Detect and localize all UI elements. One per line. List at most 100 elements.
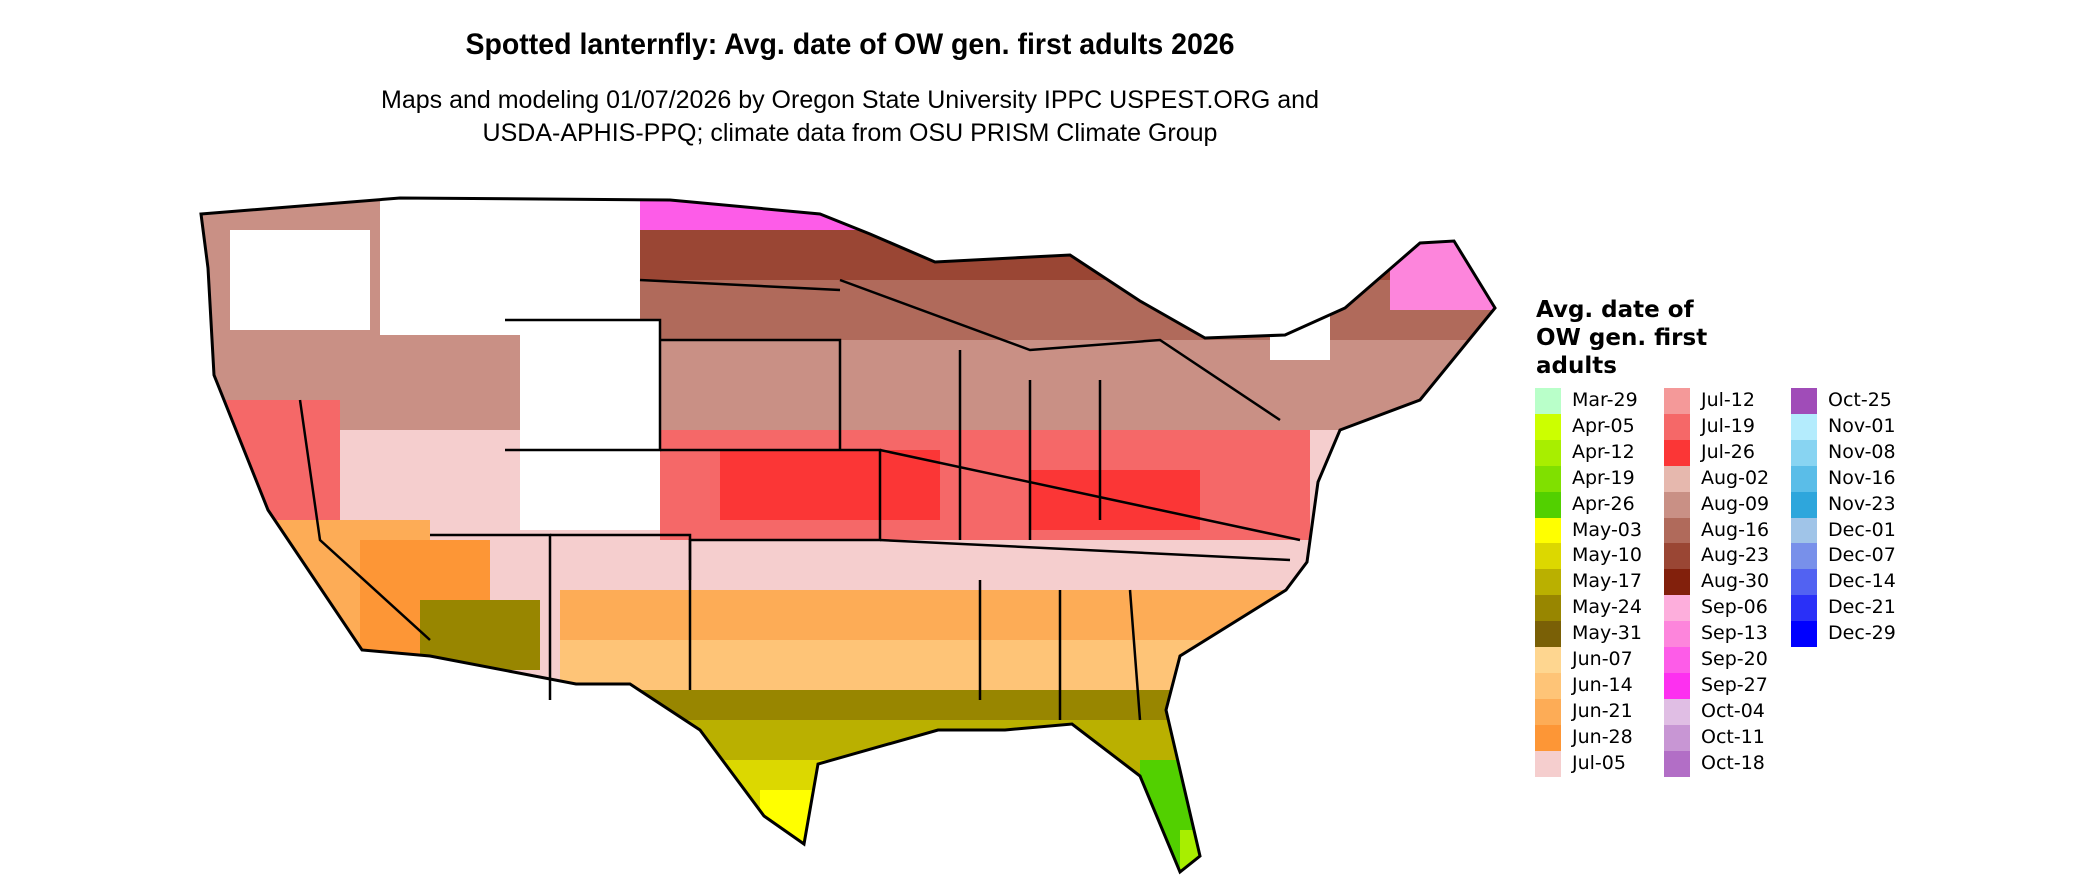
legend-label: Apr-12 bbox=[1572, 440, 1635, 463]
legend-swatch bbox=[1791, 465, 1817, 492]
legend-label: Sep-13 bbox=[1701, 622, 1768, 645]
legend-label: Aug-23 bbox=[1701, 544, 1770, 567]
legend-label: Nov-08 bbox=[1828, 440, 1896, 463]
legend-label: Mar-29 bbox=[1572, 389, 1638, 411]
legend-swatch bbox=[1664, 517, 1690, 544]
legend-swatch bbox=[1535, 595, 1561, 622]
legend-label: May-31 bbox=[1572, 622, 1642, 645]
legend-label: Dec-07 bbox=[1828, 544, 1896, 567]
legend-title: Avg. date of OW gen. first adults bbox=[1536, 296, 1707, 380]
legend-label: Oct-18 bbox=[1701, 751, 1765, 774]
zone-no-development bbox=[380, 198, 640, 335]
legend-swatch bbox=[1664, 439, 1690, 466]
state-borders bbox=[298, 278, 1301, 721]
legend-swatch bbox=[1535, 439, 1561, 466]
legend-swatch bbox=[1791, 621, 1817, 648]
zone-jul-05-band bbox=[680, 540, 1320, 590]
legend-label: Aug-30 bbox=[1701, 570, 1770, 593]
legend-label: Oct-25 bbox=[1828, 389, 1892, 411]
legend-swatch bbox=[1535, 750, 1561, 777]
legend-label: Dec-29 bbox=[1828, 622, 1896, 645]
legend-label: May-24 bbox=[1572, 596, 1642, 619]
zone-jun-21 bbox=[560, 590, 1320, 640]
legend-label: Oct-04 bbox=[1701, 699, 1765, 722]
legend-label: Jul-12 bbox=[1701, 389, 1755, 411]
legend-label: May-03 bbox=[1572, 518, 1642, 541]
legend-label: Jul-05 bbox=[1572, 751, 1626, 774]
legend-label: Dec-21 bbox=[1828, 596, 1896, 619]
zone-no-development-id bbox=[230, 230, 370, 330]
legend-title-line: adults bbox=[1536, 353, 1617, 379]
legend-swatch bbox=[1664, 595, 1690, 622]
legend-swatch bbox=[1791, 543, 1817, 570]
legend-swatch bbox=[1535, 491, 1561, 518]
legend-swatch bbox=[1664, 465, 1690, 492]
legend-label: Dec-14 bbox=[1828, 570, 1896, 593]
zone-az-south bbox=[420, 600, 540, 670]
legend-label: Dec-01 bbox=[1828, 518, 1896, 541]
zone-no-development-ny bbox=[1270, 300, 1330, 360]
legend-swatch bbox=[1791, 439, 1817, 466]
legend-swatch bbox=[1664, 672, 1690, 699]
legend-swatch bbox=[1535, 413, 1561, 440]
legend-label: Aug-16 bbox=[1701, 518, 1770, 541]
map-title: Spotted lanternfly: Avg. date of OW gen.… bbox=[465, 28, 1235, 61]
legend-label: Jun-14 bbox=[1572, 673, 1633, 696]
legend-label: Jun-07 bbox=[1572, 648, 1633, 670]
legend-swatch bbox=[1664, 491, 1690, 518]
legend-swatch bbox=[1535, 647, 1561, 673]
legend-label: Jul-19 bbox=[1701, 414, 1755, 437]
legend-swatch bbox=[1535, 543, 1561, 570]
legend-label: Jun-28 bbox=[1572, 725, 1633, 748]
legend-swatch bbox=[1664, 621, 1690, 648]
legend-swatch bbox=[1791, 491, 1817, 518]
legend-swatch bbox=[1535, 517, 1561, 544]
legend-label: Apr-19 bbox=[1572, 466, 1635, 489]
zone-aug-23 bbox=[620, 198, 1495, 280]
legend-swatch bbox=[1664, 750, 1690, 777]
legend-title-line: OW gen. first bbox=[1536, 325, 1708, 351]
legend-swatch bbox=[1535, 724, 1561, 751]
legend-label: Nov-23 bbox=[1828, 492, 1896, 515]
zone-sep-13-maine bbox=[1390, 240, 1495, 310]
legend-swatch bbox=[1535, 569, 1561, 596]
legend-swatch bbox=[1535, 465, 1561, 492]
legend-label: Nov-01 bbox=[1828, 414, 1896, 437]
legend-label: Jul-26 bbox=[1701, 440, 1755, 463]
legend-label: Apr-26 bbox=[1572, 492, 1635, 515]
legend-label: May-17 bbox=[1572, 570, 1642, 593]
legend-label: May-10 bbox=[1572, 544, 1642, 567]
legend-swatch bbox=[1791, 569, 1817, 596]
legend-label: Sep-06 bbox=[1701, 596, 1768, 619]
legend-label: Sep-20 bbox=[1701, 648, 1768, 670]
legend-swatch bbox=[1535, 698, 1561, 725]
legend-swatch bbox=[1664, 543, 1690, 570]
legend-swatch bbox=[1791, 413, 1817, 440]
legend-label: Aug-09 bbox=[1701, 492, 1770, 515]
legend-label: Aug-02 bbox=[1701, 466, 1770, 489]
legend-swatch bbox=[1791, 517, 1817, 544]
legend-label: Sep-27 bbox=[1701, 673, 1768, 696]
zone-sep-20 bbox=[640, 198, 1000, 230]
legend-swatch bbox=[1535, 672, 1561, 699]
legend-label: Oct-11 bbox=[1701, 725, 1765, 748]
subtitle-line-2: USDA-APHIS-PPQ; climate data from OSU PR… bbox=[482, 119, 1218, 147]
legend-label: Jun-21 bbox=[1572, 699, 1633, 722]
legend-swatch bbox=[1791, 595, 1817, 622]
zone-jul-26 bbox=[720, 450, 940, 520]
legend-swatch bbox=[1791, 388, 1817, 414]
zone-jun-14 bbox=[560, 640, 1260, 690]
legend-label: Apr-05 bbox=[1572, 414, 1635, 437]
legend-swatch bbox=[1664, 724, 1690, 751]
legend-swatch bbox=[1664, 413, 1690, 440]
legend-swatch bbox=[1664, 388, 1690, 414]
legend-swatch bbox=[1535, 388, 1561, 414]
legend-title-line: Avg. date of bbox=[1536, 297, 1694, 323]
legend-swatch bbox=[1664, 698, 1690, 725]
legend-swatch bbox=[1664, 569, 1690, 596]
legend-swatch bbox=[1535, 621, 1561, 648]
legend-label: Nov-16 bbox=[1828, 466, 1896, 489]
subtitle-line-1: Maps and modeling 01/07/2026 by Oregon S… bbox=[381, 86, 1319, 114]
legend-swatch bbox=[1664, 647, 1690, 673]
